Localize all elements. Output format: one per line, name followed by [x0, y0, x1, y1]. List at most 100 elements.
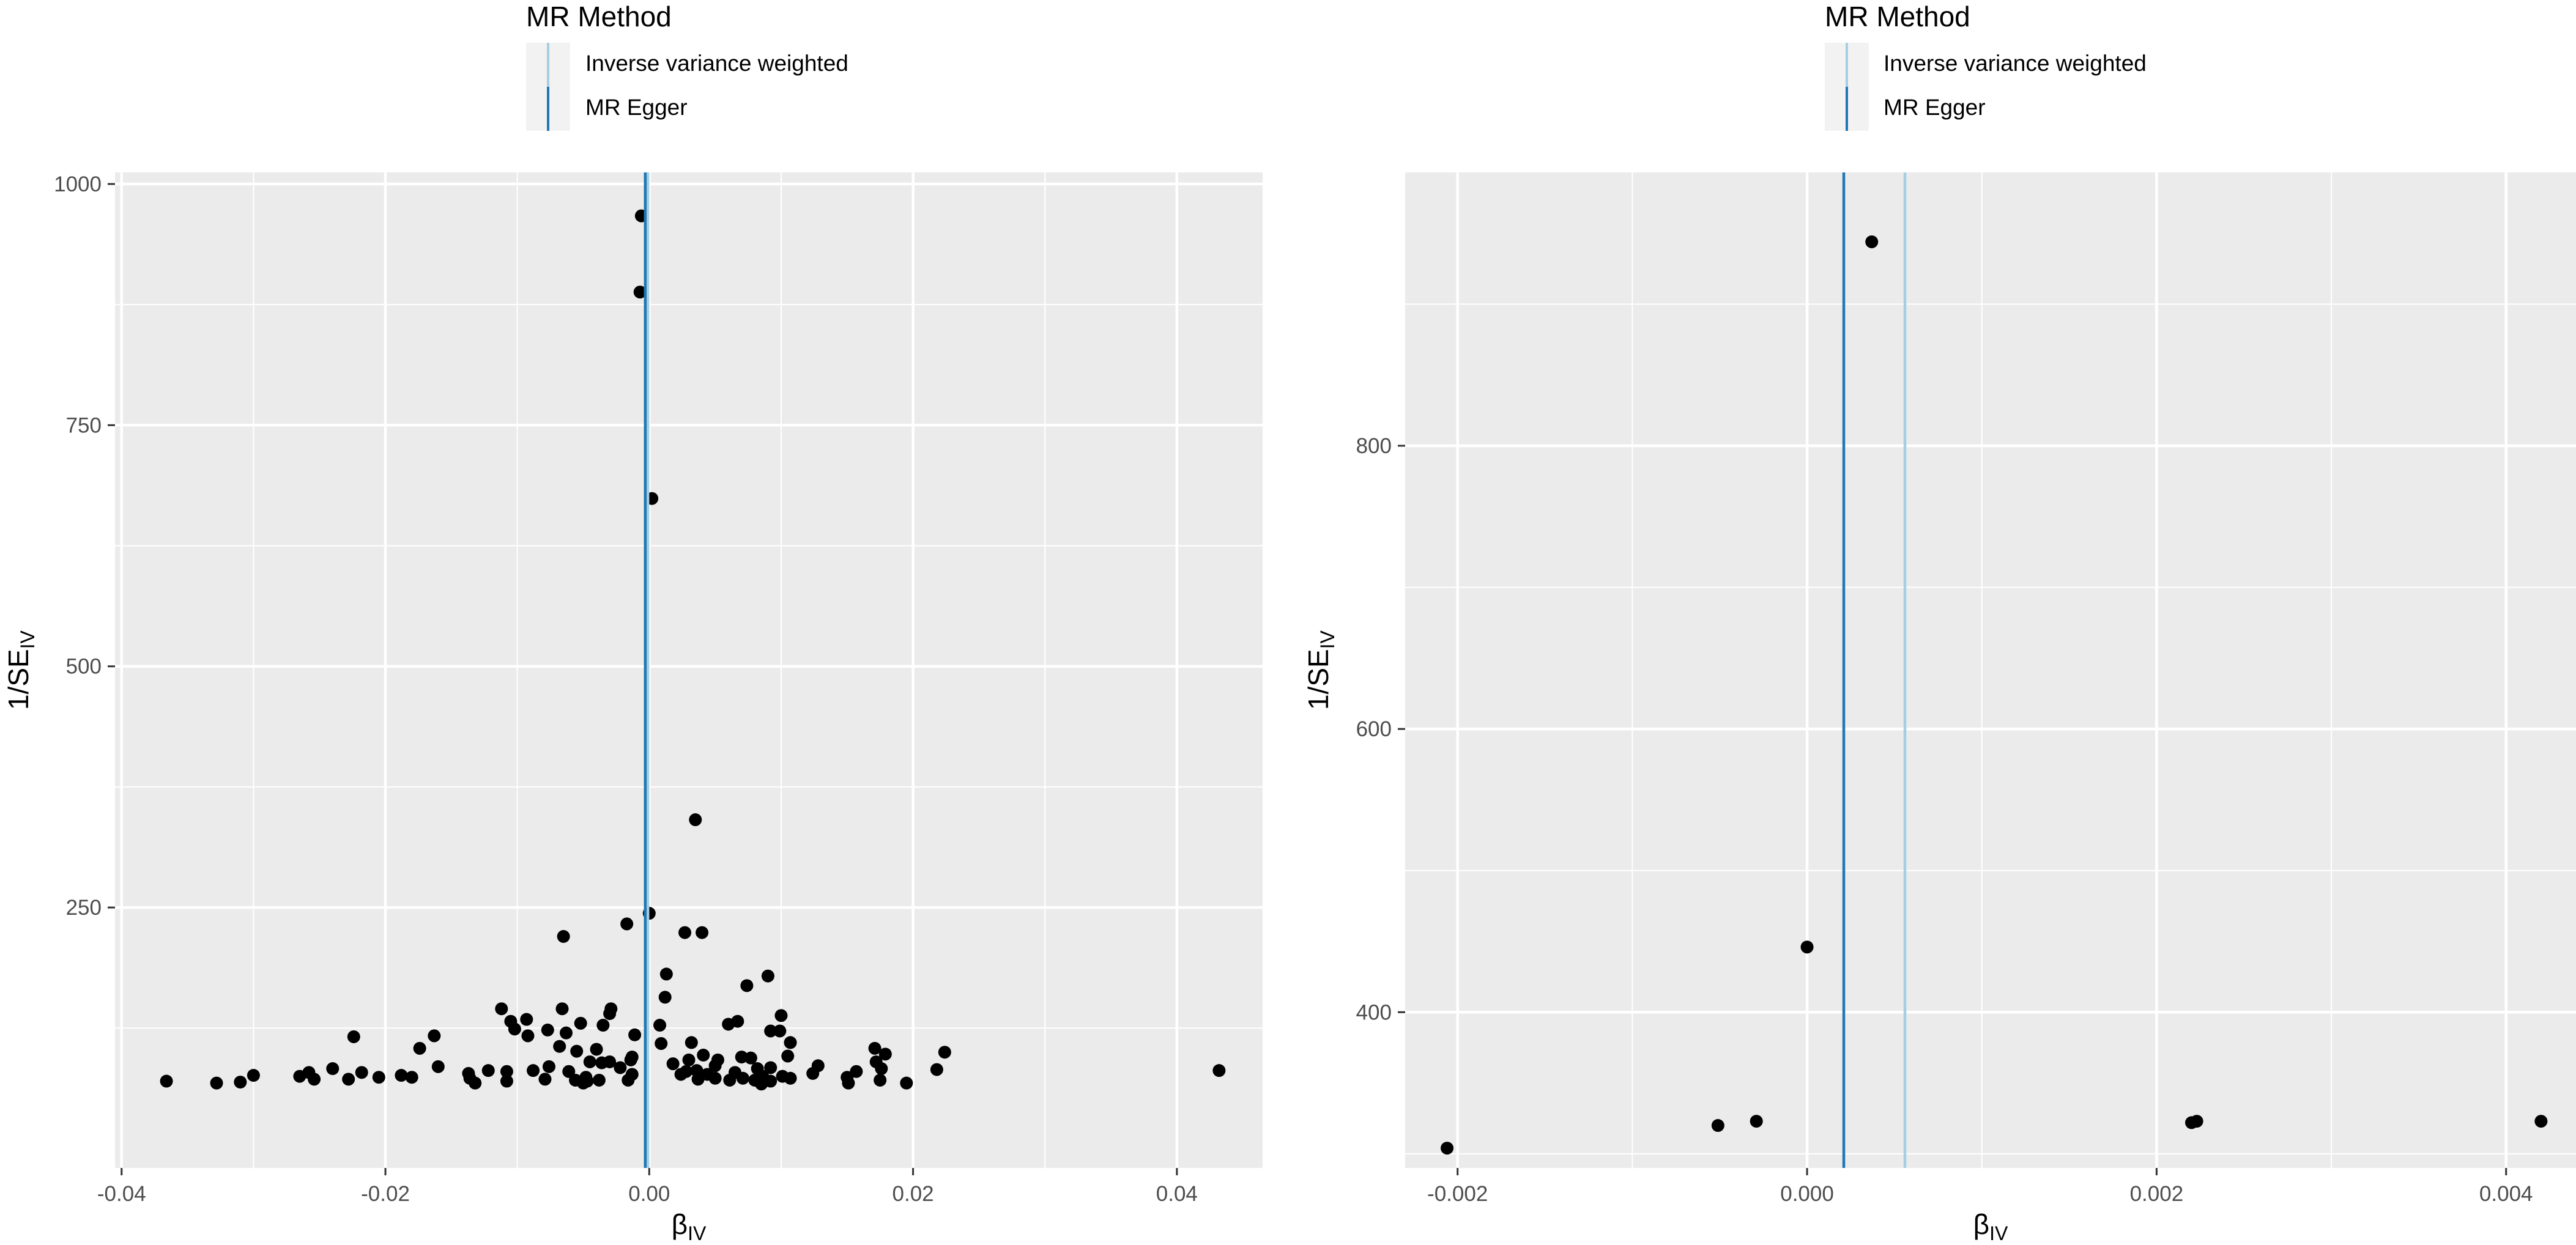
- data-point: [595, 1056, 609, 1070]
- plot-panel: [1405, 172, 2576, 1168]
- data-point: [428, 1029, 441, 1043]
- x-tick-label: -0.02: [361, 1182, 410, 1206]
- data-point: [500, 1074, 513, 1088]
- data-point: [1711, 1119, 1724, 1132]
- data-point: [372, 1071, 385, 1084]
- data-point: [938, 1046, 951, 1059]
- y-tick-label: 1000: [54, 172, 102, 196]
- data-point: [614, 1061, 627, 1074]
- data-point: [160, 1074, 173, 1088]
- data-point: [308, 1073, 321, 1086]
- data-point: [583, 1055, 596, 1068]
- data-point: [689, 813, 702, 827]
- data-point: [500, 1065, 513, 1078]
- data-point: [655, 1037, 668, 1050]
- funnel-plot-right: -0.002 0.000 0.002 0.004 400 600 800 βIV 1/SEIV: [1302, 172, 2576, 1244]
- data-point: [850, 1065, 863, 1078]
- data-point: [557, 929, 570, 943]
- data-point: [696, 926, 709, 939]
- legend-key-ivw-left: [526, 43, 570, 87]
- x-axis-title: βIV: [1973, 1208, 2008, 1244]
- data-point: [1441, 1142, 1454, 1155]
- y-tick-label: 400: [1356, 1000, 1392, 1024]
- data-point: [574, 1016, 587, 1030]
- data-point: [596, 1019, 610, 1032]
- y-tick-label: 250: [66, 896, 102, 920]
- data-point: [622, 1073, 635, 1087]
- data-point: [1750, 1115, 1763, 1128]
- data-point: [875, 1062, 888, 1076]
- data-point: [603, 1007, 617, 1021]
- data-point: [541, 1023, 554, 1036]
- data-point: [653, 1019, 667, 1032]
- data-point: [722, 1018, 735, 1031]
- data-point: [342, 1073, 355, 1086]
- data-point: [761, 969, 774, 983]
- legend-title-left: MR Method: [526, 1, 672, 32]
- data-point: [628, 1028, 642, 1041]
- x-tick-label: -0.04: [97, 1182, 146, 1206]
- x-tick-label: 0.00: [628, 1182, 670, 1206]
- data-point: [874, 1073, 887, 1087]
- x-axis-title: βIV: [672, 1208, 707, 1244]
- data-point: [633, 286, 647, 299]
- data-point: [774, 1009, 788, 1022]
- data-point: [553, 1040, 566, 1053]
- data-point: [624, 1053, 637, 1066]
- legend-label-egger-left: MR Egger: [585, 95, 688, 120]
- data-point: [405, 1071, 418, 1084]
- y-tick-label: 500: [66, 655, 102, 679]
- data-point: [708, 1059, 722, 1073]
- data-point: [355, 1066, 368, 1079]
- x-tick-label: 0.02: [893, 1182, 934, 1206]
- data-point: [685, 1036, 698, 1049]
- data-point: [570, 1044, 584, 1058]
- data-point: [784, 1036, 797, 1049]
- data-point: [658, 991, 672, 1004]
- data-point: [708, 1071, 722, 1085]
- data-point: [247, 1069, 260, 1082]
- data-point: [592, 1073, 606, 1087]
- data-point: [495, 1002, 508, 1016]
- legend-line-ivw: [1846, 43, 1848, 87]
- y-axis-title: 1/SEIV: [1302, 630, 1338, 710]
- data-point: [930, 1063, 943, 1076]
- legend-label-egger-right: MR Egger: [1884, 95, 1986, 120]
- plot-panel: [115, 172, 1263, 1168]
- data-point: [326, 1062, 340, 1076]
- data-point: [620, 917, 634, 931]
- data-point: [527, 1064, 540, 1077]
- y-axis-title: 1/SEIV: [2, 630, 39, 710]
- legend-line-egger: [547, 87, 549, 131]
- data-point: [210, 1076, 223, 1090]
- data-point: [413, 1041, 426, 1055]
- data-point: [868, 1041, 882, 1055]
- data-point: [666, 1057, 680, 1071]
- data-point: [691, 1073, 705, 1086]
- legend-label-ivw-left: Inverse variance weighted: [585, 51, 848, 76]
- data-point: [755, 1077, 768, 1091]
- data-point: [590, 1043, 603, 1056]
- data-point: [735, 1051, 748, 1064]
- data-point: [2534, 1115, 2548, 1128]
- data-point: [781, 1049, 795, 1063]
- data-point: [431, 1060, 445, 1073]
- legend-key-ivw-right: [1825, 43, 1869, 87]
- data-point: [234, 1076, 247, 1089]
- data-point: [678, 926, 692, 939]
- data-point: [878, 1047, 892, 1061]
- legend-line-ivw: [547, 43, 549, 87]
- data-point: [469, 1076, 482, 1090]
- data-point: [842, 1076, 855, 1090]
- data-point: [562, 1065, 576, 1078]
- data-point: [576, 1076, 590, 1090]
- legend-key-egger-right: [1825, 87, 1869, 131]
- data-point: [900, 1076, 913, 1090]
- data-point: [555, 1002, 569, 1016]
- data-point: [293, 1070, 306, 1083]
- legend-key-egger-left: [526, 87, 570, 131]
- data-point: [1865, 235, 1879, 248]
- data-point: [538, 1073, 552, 1086]
- data-point: [784, 1071, 797, 1085]
- data-point: [764, 1061, 778, 1074]
